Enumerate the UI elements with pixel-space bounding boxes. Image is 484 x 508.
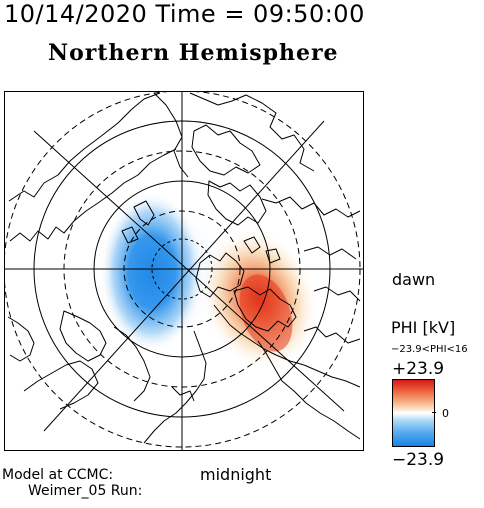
colorbar-gradient	[392, 379, 435, 447]
dawn-label: dawn	[392, 270, 436, 289]
midnight-label: midnight	[200, 465, 272, 484]
colorbar-zero-tick	[432, 412, 436, 413]
timestamp-title: 10/14/2020 Time = 09:50:00	[4, 0, 365, 28]
model-line-2: Weimer_05 Run:	[28, 483, 143, 499]
colorbar-range-text: −23.9<PHI<16	[391, 344, 468, 355]
meridian-diagonal-a	[43, 120, 325, 432]
hemisphere-title: Northern Hemisphere	[48, 40, 339, 66]
colorbar-max-label: +23.9	[392, 359, 445, 379]
polar-map	[4, 91, 364, 451]
coastlines	[7, 92, 361, 444]
positive-potential-core	[239, 274, 293, 352]
colorbar-title: PHI [kV]	[391, 318, 456, 337]
colorbar-min-label: −23.9	[392, 450, 445, 470]
meridian-diagonal-b	[33, 130, 345, 412]
colorbar-zero-label: 0	[442, 407, 449, 420]
model-line-1: Model at CCMC:	[2, 467, 114, 483]
